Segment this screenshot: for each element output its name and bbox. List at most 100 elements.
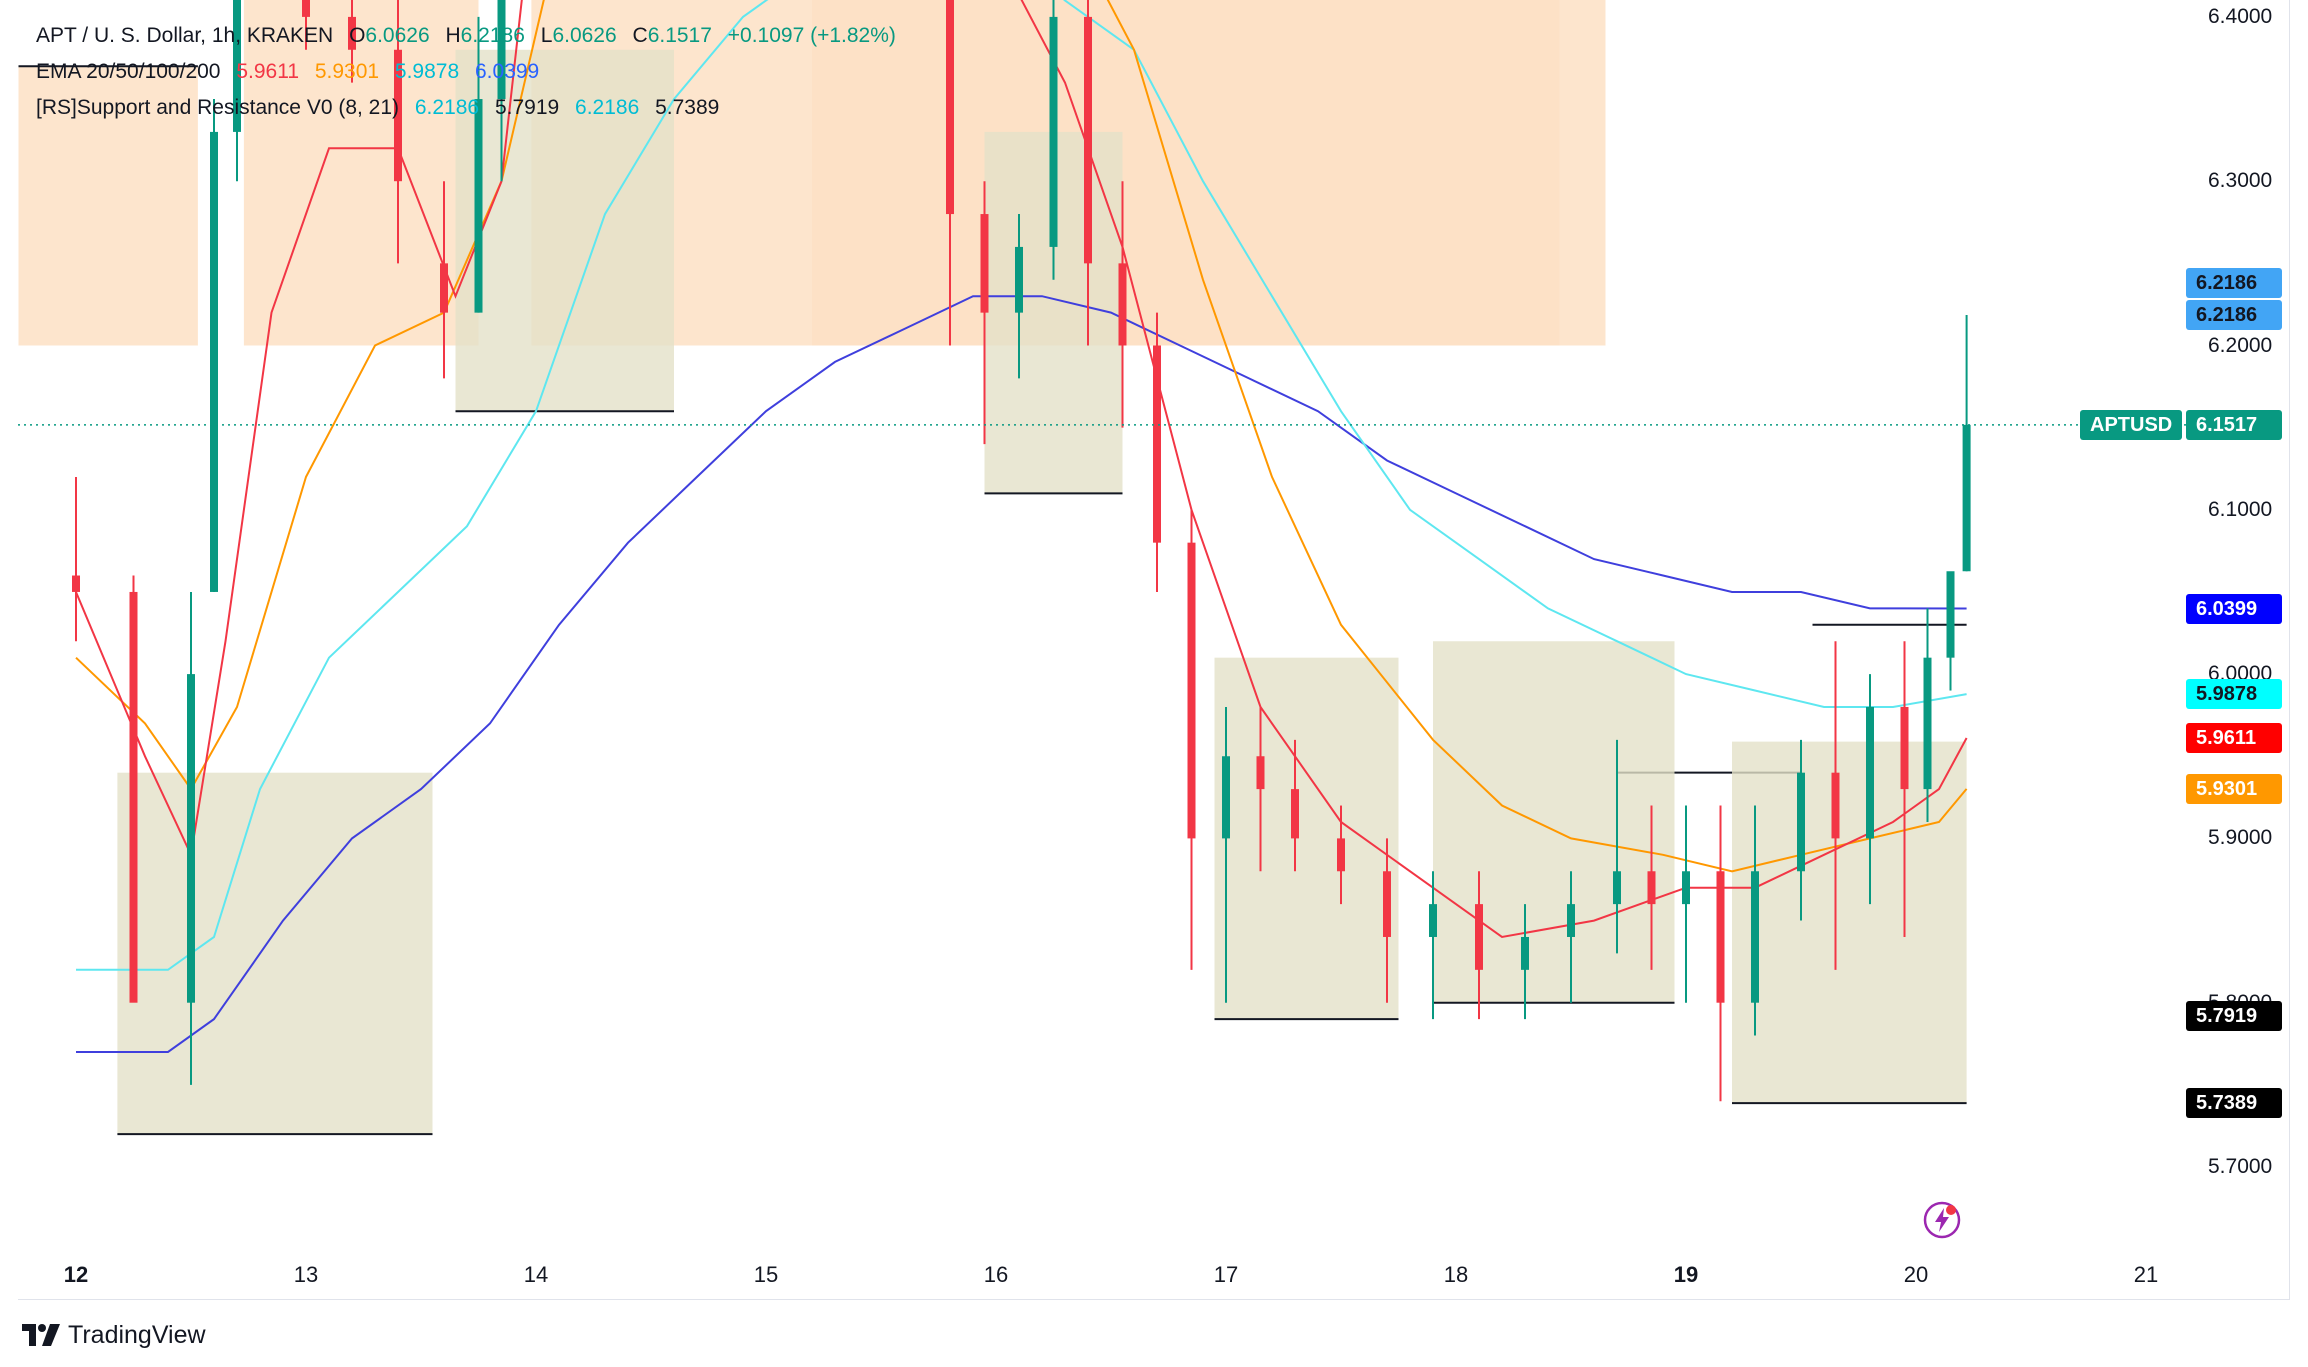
candle-down — [72, 575, 80, 592]
legend-change: +0.1097 (+1.82%) — [727, 24, 896, 47]
price-axis-label: 5.7389 — [2186, 1088, 2282, 1119]
price-axis-label: 6.0399 — [2186, 593, 2282, 624]
candle-up — [1797, 772, 1805, 872]
price-tick-label: 6.3000 — [2208, 169, 2273, 193]
candle-up — [497, 0, 506, 100]
legend-close: C6.1517 — [632, 24, 712, 47]
chart-frame[interactable] — [18, 0, 2290, 1300]
candle-down — [1383, 871, 1391, 937]
tradingview-logo[interactable]: TradingView — [22, 1318, 206, 1352]
support-zone — [1433, 641, 1675, 1003]
candle-down — [1153, 345, 1161, 543]
candle-up — [1946, 571, 1955, 658]
candle-down — [1187, 542, 1196, 839]
candle-down — [1256, 756, 1265, 790]
support-zone — [117, 772, 433, 1135]
candle-down — [1831, 772, 1840, 839]
candle-down — [302, 0, 310, 17]
time-tick-label: 20 — [1903, 1262, 1929, 1287]
legend-symbol[interactable]: APT / U. S. Dollar, 1h, KRAKEN — [36, 24, 334, 47]
price-axis-label: 5.9878 — [2186, 679, 2282, 710]
candle-down — [1084, 16, 1092, 264]
resistance-zone — [18, 66, 198, 346]
resistance-zone — [243, 0, 479, 346]
support-zone — [455, 49, 674, 412]
price-tick-label: 6.4000 — [2208, 4, 2273, 28]
chart-legend: APT / U. S. Dollar, 1h, KRAKEN O6.0626 H… — [36, 18, 906, 126]
candle-up — [1567, 904, 1575, 937]
ema100-line — [76, 0, 1967, 971]
price-axis-label: 6.2186 — [2186, 299, 2282, 330]
legend-ema-label[interactable]: EMA 20/50/100/200 — [36, 60, 221, 83]
candle-up — [187, 674, 195, 1003]
tradingview-wordmark: TradingView — [68, 1320, 206, 1349]
candle-up — [1015, 246, 1023, 313]
symbol-price-tag: APTUSD — [2080, 409, 2183, 440]
candle-down — [1647, 871, 1656, 905]
resistance-zone — [1042, 0, 1560, 346]
price-tick-label: 5.7000 — [2208, 1155, 2273, 1178]
candle-down — [1291, 789, 1299, 839]
candle-up — [1751, 871, 1759, 1003]
price-tick-label: 6.1000 — [2208, 497, 2273, 521]
price-axis-label: 6.1517 — [2186, 409, 2282, 440]
price-axis-label: 5.7919 — [2186, 1001, 2282, 1031]
candle-down — [440, 263, 448, 313]
candle-up — [1682, 871, 1690, 905]
legend-sr-value: 5.7919 — [494, 96, 560, 119]
candle-down — [946, 0, 954, 215]
ema200-line — [76, 295, 1967, 1053]
candle-down — [1716, 871, 1725, 1003]
candle-down — [129, 591, 138, 1003]
legend-sr-label[interactable]: [RS]Support and Resistance V0 (8, 21) — [36, 96, 400, 119]
legend-ema200: 6.0399 — [475, 60, 540, 83]
time-tick-label: 18 — [1443, 1262, 1469, 1287]
candle-up — [1866, 706, 1874, 839]
legend-sr-value: 6.2186 — [414, 96, 480, 119]
time-tick-label: 19 — [1673, 1262, 1699, 1287]
legend-ema50: 5.9301 — [314, 60, 380, 83]
candle-down — [980, 214, 989, 313]
legend-low: L6.0626 — [540, 24, 617, 47]
candle-up — [1923, 657, 1932, 790]
legend-sr-value: 6.2186 — [575, 96, 640, 119]
lightning-icon[interactable] — [1922, 1200, 1962, 1240]
candle-up — [1429, 904, 1437, 937]
legend-ema-row: EMA 20/50/100/200 5.9611 5.9301 5.9878 6… — [36, 54, 906, 90]
legend-sr-value: 5.7389 — [655, 96, 720, 119]
candle-down — [1337, 838, 1345, 872]
candle-up — [1521, 936, 1529, 970]
candle-down — [1900, 706, 1909, 790]
tradingview-icon — [22, 1324, 60, 1346]
candle-down — [394, 49, 402, 182]
candle-up — [474, 99, 483, 313]
candle-up — [1613, 871, 1621, 905]
candle-up — [1049, 16, 1058, 247]
price-axis-label: 5.9301 — [2186, 773, 2282, 804]
support-zone — [1732, 741, 1967, 1104]
time-tick-label: 12 — [63, 1262, 89, 1287]
time-tick-label: 15 — [753, 1262, 779, 1287]
legend-ema100: 5.9878 — [394, 60, 460, 83]
candle-up — [210, 131, 218, 592]
price-axis-label: 6.2186 — [2186, 267, 2282, 298]
time-tick-label: 21 — [2133, 1262, 2159, 1287]
legend-symbol-row: APT / U. S. Dollar, 1h, KRAKEN O6.0626 H… — [36, 18, 906, 54]
time-tick-label: 17 — [1213, 1262, 1239, 1287]
legend-open: O6.0626 — [349, 24, 430, 47]
candle-up — [233, 0, 241, 132]
candle-up — [1222, 756, 1230, 839]
price-tick-label: 5.9000 — [2208, 826, 2273, 850]
time-tick-label: 13 — [293, 1262, 319, 1287]
candle-down — [348, 16, 356, 50]
legend-sr-row: [RS]Support and Resistance V0 (8, 21) 6.… — [36, 90, 906, 126]
candle-down — [1118, 263, 1127, 346]
candle-up — [1962, 424, 1971, 572]
support-zone — [1214, 657, 1399, 1020]
time-tick-label: 16 — [983, 1262, 1009, 1287]
candle-down — [1475, 904, 1483, 970]
time-tick-label: 14 — [523, 1262, 549, 1287]
price-tick-label: 6.2000 — [2208, 333, 2273, 357]
price-axis-label: 5.9611 — [2186, 723, 2282, 753]
